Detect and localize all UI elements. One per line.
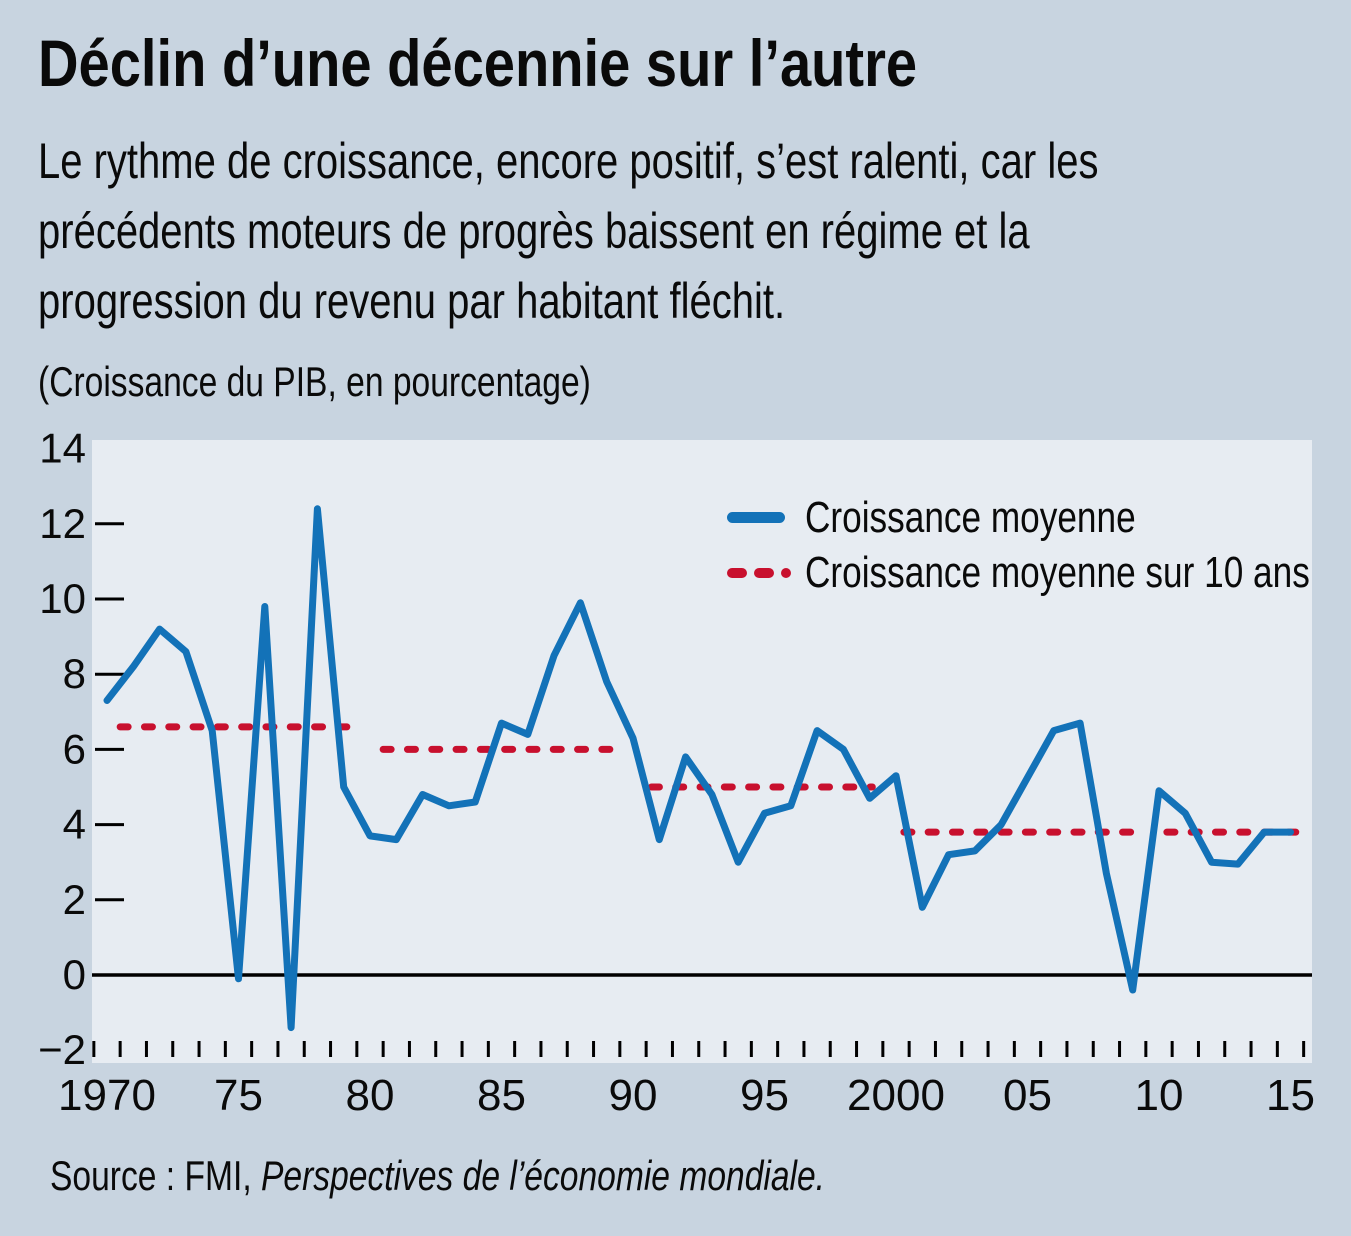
chart-subtitle: Le rythme de croissance, encore positif,… bbox=[38, 126, 1351, 336]
page-title-text: Déclin d’une décennie sur l’autre bbox=[38, 26, 918, 100]
x-axis-label: 15 bbox=[1266, 1071, 1315, 1120]
x-axis-label: 75 bbox=[214, 1071, 263, 1120]
solid-line-swatch-icon bbox=[727, 512, 785, 523]
x-axis-label: 2000 bbox=[847, 1071, 945, 1120]
average-growth-line bbox=[103, 505, 1294, 1032]
subtitle-line-1: Le rythme de croissance, encore positif,… bbox=[38, 133, 1099, 189]
legend-item-average-growth: Croissance moyenne bbox=[727, 490, 1351, 545]
source-prefix: Source : FMI, bbox=[50, 1152, 261, 1199]
y-axis-label: 8 bbox=[63, 650, 86, 697]
y-axis-label: 0 bbox=[63, 951, 86, 998]
y-axis-label: 6 bbox=[63, 725, 86, 772]
x-axis-label: 90 bbox=[609, 1071, 658, 1120]
y-axis-label: 4 bbox=[63, 801, 86, 848]
y-axis-label: 2 bbox=[63, 876, 86, 923]
x-axis-label: 1970 bbox=[58, 1071, 156, 1120]
y-axis-label: −2 bbox=[38, 1026, 86, 1073]
legend-label-average-growth: Croissance moyenne bbox=[805, 492, 1136, 542]
x-axis-label: 80 bbox=[346, 1071, 395, 1120]
x-axis-label: 85 bbox=[477, 1071, 526, 1120]
y-axis-label: 12 bbox=[39, 500, 86, 547]
source-publication: Perspectives de l’économie mondiale. bbox=[260, 1152, 826, 1199]
legend-item-decade-average: Croissance moyenne sur 10 ans bbox=[727, 545, 1351, 600]
x-axis-label: 05 bbox=[1003, 1071, 1052, 1120]
subtitle-line-2: précédents moteurs de progrès baissent e… bbox=[38, 203, 1030, 259]
page-title: Déclin d’une décennie sur l’autre bbox=[38, 30, 1072, 96]
chart-legend: Croissance moyenne Croissance moyenne su… bbox=[727, 490, 1351, 600]
source-note: Source : FMI, Perspectives de l’économie… bbox=[50, 1152, 1019, 1200]
x-axis-label: 10 bbox=[1135, 1071, 1184, 1120]
y-axis-units-label: (Croissance du PIB, en pourcentage) bbox=[38, 358, 591, 405]
subtitle-line-3: progression du revenu par habitant fléch… bbox=[38, 273, 786, 329]
dashed-line-swatch-icon bbox=[727, 567, 792, 578]
legend-label-decade-average: Croissance moyenne sur 10 ans bbox=[805, 547, 1310, 597]
x-axis-label: 95 bbox=[740, 1071, 789, 1120]
y-axis-label: 10 bbox=[39, 575, 86, 622]
y-axis-label: 14 bbox=[39, 425, 86, 472]
